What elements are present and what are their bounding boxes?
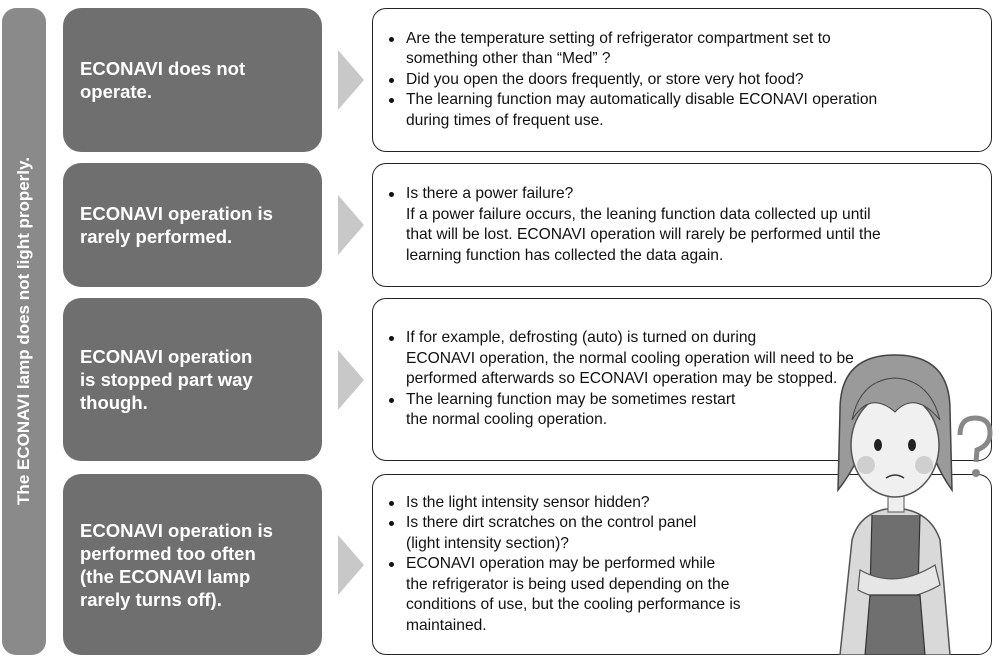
problem-text: ECONAVI does not operate. (80, 57, 245, 103)
problem-text: ECONAVI operation is stopped part way thou… (80, 345, 253, 414)
item-line: The learning function may be sometimes r… (406, 390, 736, 408)
item-line: conditions of use, but the cooling perfo… (406, 596, 741, 614)
item-line: the refrigerator is being used depending… (406, 575, 730, 593)
item-line: Is there dirt scratches on the control p… (406, 514, 697, 532)
item-line: Are the temperature setting of refrigera… (406, 29, 831, 47)
item-line: If a power failure occurs, the leaning f… (406, 205, 871, 223)
bullet (389, 336, 394, 342)
item-line: Is the light intensity sensor hidden? (406, 493, 650, 511)
answer-box: Is the light intensity sensor hidden? Is … (372, 474, 992, 655)
arrow (338, 195, 364, 255)
side-label: The ECONAVI lamp does not light properly… (14, 157, 33, 505)
problem-line: ECONAVI operation (80, 346, 253, 367)
bullet (389, 562, 394, 568)
problem-line: rarely turns off). (80, 588, 222, 610)
bullet-item: If for example, defrosting (auto) is tur… (387, 328, 991, 390)
problem-box: ECONAVI does not operate. (63, 8, 322, 152)
item-line: The learning function may automatically … (406, 91, 878, 109)
problem-line: ECONAVI does not (80, 58, 246, 79)
item-line: (light intensity section)? (406, 534, 569, 552)
item-line: the normal cooling operation. (406, 411, 608, 429)
bullet-item: The learning function may be sometimes r… (387, 390, 991, 431)
bullet-item: Did you open the doors frequently, or st… (387, 70, 991, 91)
problem-text: ECONAVI operation is performed too often(… (80, 519, 273, 611)
bullet-item: ECONAVI operation may be performed while… (387, 554, 991, 636)
bullet (389, 397, 394, 403)
item-line: ECONAVI operation may be performed while (406, 555, 716, 573)
bullet (389, 36, 394, 42)
item-line: learning function has collected the data… (406, 246, 724, 264)
bullet-item: Is the light intensity sensor hidden? (387, 493, 991, 514)
item-line: performed afterwards so ECONAVI operatio… (406, 370, 838, 388)
problem-line: (the ECONAVI lamp (80, 565, 251, 587)
answer-box: Are the temperature setting of refrigera… (372, 8, 992, 152)
bullet (389, 521, 394, 527)
problem-box: ECONAVI operation is stopped part way thou… (63, 298, 322, 461)
arrow (338, 50, 364, 110)
side-banner: The ECONAVI lamp does not light properly… (2, 8, 46, 655)
problem-line: though. (80, 392, 148, 413)
answer-box: Is there a power failure? If a power fail… (372, 163, 992, 287)
item-line: Did you open the doors frequently, or st… (406, 70, 804, 88)
problem-line: ECONAVI operation is (80, 203, 273, 224)
bullet-item: The learning function may automatically … (387, 90, 991, 131)
problem-text: ECONAVI operation is rarely performed. (80, 202, 273, 248)
problem-line: operate. (80, 81, 152, 102)
problem-line: performed too often (80, 542, 256, 564)
problem-line: rarely performed. (80, 226, 233, 247)
item-line: something other than “Med” ? (406, 50, 611, 68)
problem-box: ECONAVI operation is rarely performed. (63, 163, 322, 287)
bullet-item: Is there a power failure? If a power fail… (387, 184, 991, 266)
answer-box: If for example, defrosting (auto) is tur… (372, 298, 992, 461)
bullet (389, 98, 394, 104)
arrow (338, 534, 364, 595)
illustration (837, 354, 993, 655)
bullet-item: Is there dirt scratches on the control p… (387, 513, 991, 554)
bullet (389, 500, 394, 506)
bullet-item: Are the temperature setting of refrigera… (387, 29, 991, 70)
item-line: If for example, defrosting (auto) is tur… (406, 329, 757, 347)
problem-line: ECONAVI operation is (80, 519, 273, 541)
bullet (389, 77, 394, 83)
item-line: that will be lost. ECONAVI operation wil… (406, 226, 881, 243)
item-line: ECONAVI operation, the normal cooling op… (406, 349, 854, 367)
item-line: Is there a power failure? (406, 185, 574, 202)
problem-box: ECONAVI operation is performed too often(… (63, 474, 322, 655)
problem-line: is stopped part way (80, 369, 253, 390)
arrow (338, 349, 364, 410)
item-line: maintained. (406, 616, 487, 634)
item-line: during times of frequent use. (406, 111, 604, 129)
bullet (389, 192, 394, 197)
